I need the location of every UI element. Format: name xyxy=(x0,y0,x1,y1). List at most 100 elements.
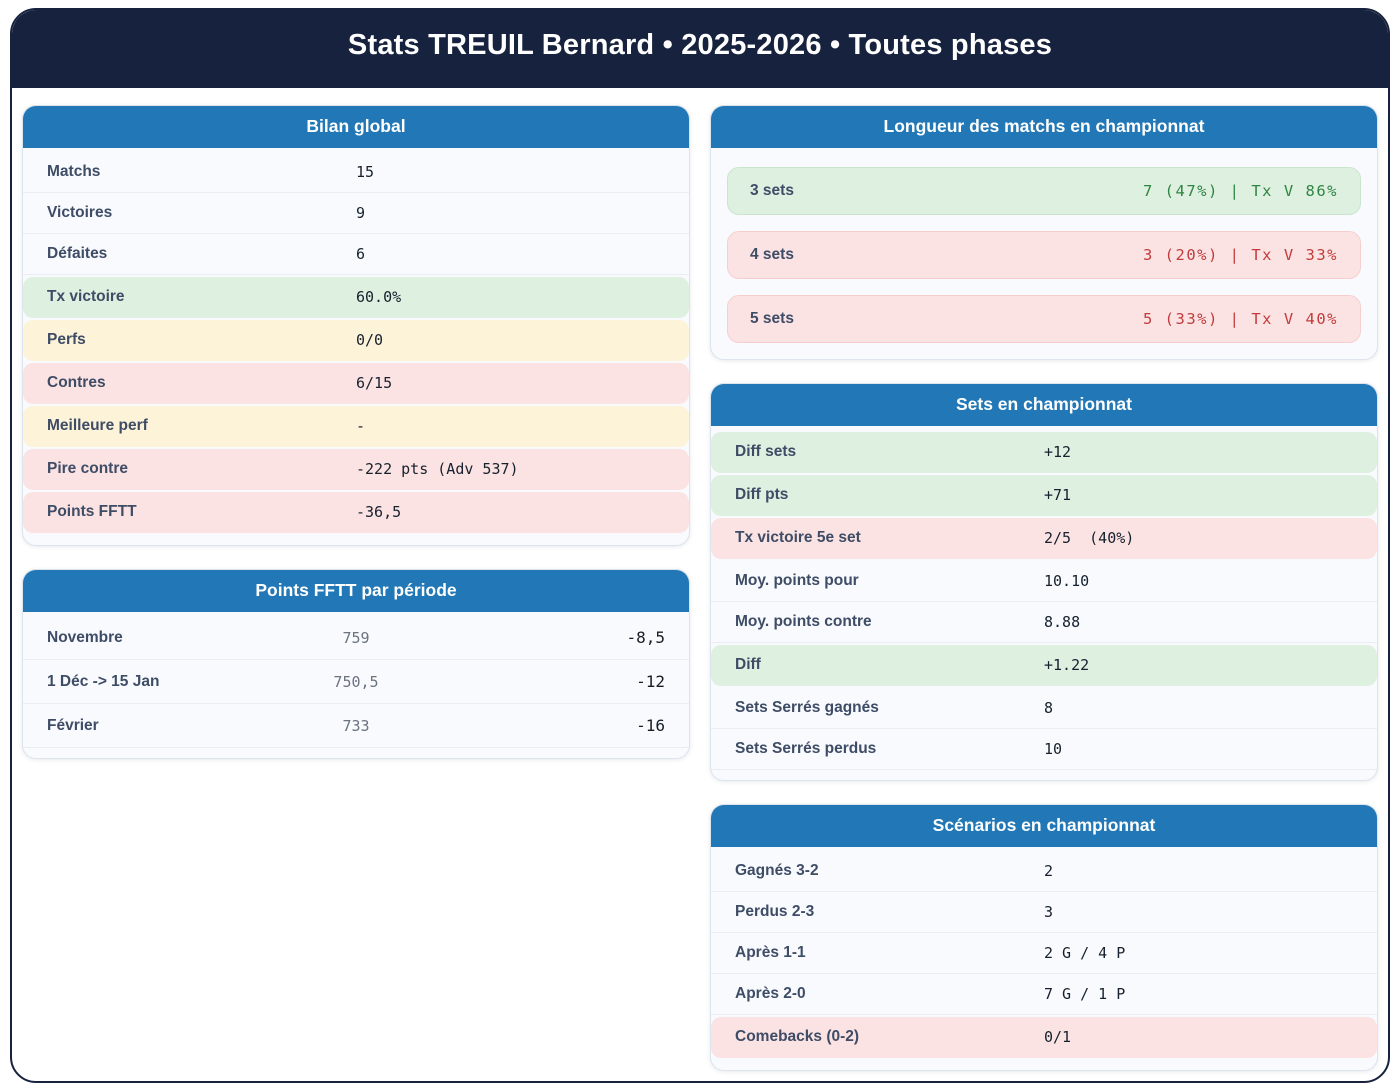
period-label: 1 Déc -> 15 Jan xyxy=(47,672,160,690)
match-length-value: 7 (47%) | Tx V 86% xyxy=(1143,182,1338,200)
stat-value: +12 xyxy=(1044,443,1072,461)
card-body: Matchs 15 Victoires 9 Défaites 6 Tx vict… xyxy=(23,148,689,545)
stat-row: Perdus 2-3 3 xyxy=(711,892,1377,933)
stat-value: -222 pts (Adv 537) xyxy=(356,460,519,478)
match-length-label: 4 sets xyxy=(750,246,794,263)
stat-row: Sets Serrés perdus 10 xyxy=(711,729,1377,770)
stat-row: Après 2-0 7 G / 1 P xyxy=(711,974,1377,1015)
stat-label: Gagnés 3-2 xyxy=(735,862,819,879)
stat-label: Pire contre xyxy=(47,460,128,477)
stat-label: Comebacks (0-2) xyxy=(735,1028,860,1045)
stat-value: 10.10 xyxy=(1044,572,1090,590)
content-area: Bilan global Matchs 15 Victoires 9 Défai… xyxy=(12,88,1388,1071)
stat-value: 8.88 xyxy=(1044,613,1081,631)
period-row: Février 733 -16 xyxy=(23,704,689,748)
stat-value: - xyxy=(356,417,366,435)
stat-label: Après 1-1 xyxy=(735,944,806,961)
stat-label: Contres xyxy=(47,374,106,391)
card-title: Scénarios en championnat xyxy=(711,805,1377,847)
stat-row: Victoires 9 xyxy=(23,193,689,234)
match-length-row: 5 sets 5 (33%) | Tx V 40% xyxy=(727,295,1361,343)
period-points: 759 xyxy=(342,628,370,647)
stat-label: Perfs xyxy=(47,331,86,348)
stat-label: Tx victoire 5e set xyxy=(735,529,861,546)
period-row: 1 Déc -> 15 Jan 750,5 -12 xyxy=(23,660,689,704)
stat-row: Matchs 15 xyxy=(23,152,689,193)
stat-row: Points FFTT -36,5 xyxy=(23,492,689,533)
stat-value: -36,5 xyxy=(356,503,402,521)
card-bilan-global: Bilan global Matchs 15 Victoires 9 Défai… xyxy=(22,105,690,546)
stat-label: Perdus 2-3 xyxy=(735,903,815,920)
card-body: 3 sets 7 (47%) | Tx V 86% 4 sets 3 (20%)… xyxy=(711,148,1377,359)
card-body: Diff sets +12 Diff pts +71 Tx victoire 5… xyxy=(711,426,1377,780)
period-delta: -16 xyxy=(636,716,665,735)
match-length-value: 5 (33%) | Tx V 40% xyxy=(1143,310,1338,328)
stat-value: 6/15 xyxy=(356,374,393,392)
period-label: Novembre xyxy=(47,628,123,646)
stat-row: Défaites 6 xyxy=(23,234,689,275)
period-delta: -8,5 xyxy=(626,628,665,647)
stat-row: Diff +1.22 xyxy=(711,645,1377,686)
page-frame: Stats TREUIL Bernard • 2025-2026 • Toute… xyxy=(10,8,1390,1083)
stat-value: 15 xyxy=(356,163,375,181)
stat-value: 7 G / 1 P xyxy=(1044,985,1126,1003)
card-scenarios-championnat: Scénarios en championnat Gagnés 3-2 2 Pe… xyxy=(710,804,1378,1071)
stat-label: Moy. points pour xyxy=(735,572,859,589)
stat-label: Tx victoire xyxy=(47,288,125,305)
stat-value: 6 xyxy=(356,245,366,263)
stat-label: Victoires xyxy=(47,204,113,221)
stat-value: +71 xyxy=(1044,486,1072,504)
stat-row: Perfs 0/0 xyxy=(23,320,689,361)
period-delta: -12 xyxy=(636,672,665,691)
stat-value: 9 xyxy=(356,204,366,222)
stat-label: Sets Serrés perdus xyxy=(735,740,877,757)
stat-value: 2 G / 4 P xyxy=(1044,944,1126,962)
stat-row: Moy. points pour 10.10 xyxy=(711,561,1377,602)
stat-label: Sets Serrés gagnés xyxy=(735,699,879,716)
page-title: Stats TREUIL Bernard • 2025-2026 • Toute… xyxy=(347,28,1053,61)
stat-label: Meilleure perf xyxy=(47,417,148,434)
match-length-row: 3 sets 7 (47%) | Tx V 86% xyxy=(727,167,1361,215)
stat-value: 10 xyxy=(1044,740,1063,758)
card-title: Longueur des matchs en championnat xyxy=(711,106,1377,148)
match-length-label: 5 sets xyxy=(750,310,794,327)
card-title: Points FFTT par période xyxy=(23,570,689,612)
stat-row: Meilleure perf - xyxy=(23,406,689,447)
stat-label: Diff xyxy=(735,656,761,673)
card-title: Sets en championnat xyxy=(711,384,1377,426)
stat-value: 2 xyxy=(1044,862,1054,880)
card-sets-championnat: Sets en championnat Diff sets +12 Diff p… xyxy=(710,383,1378,781)
card-body: Novembre 759 -8,5 1 Déc -> 15 Jan 750,5 … xyxy=(23,612,689,758)
stat-row: Comebacks (0-2) 0/1 xyxy=(711,1017,1377,1058)
card-longueur-matchs: Longueur des matchs en championnat 3 set… xyxy=(710,105,1378,360)
stat-label: Moy. points contre xyxy=(735,613,872,630)
stat-row: Contres 6/15 xyxy=(23,363,689,404)
match-length-label: 3 sets xyxy=(750,182,794,199)
stat-row: Sets Serrés gagnés 8 xyxy=(711,688,1377,729)
stat-row: Pire contre -222 pts (Adv 537) xyxy=(23,449,689,490)
stat-label: Après 2-0 xyxy=(735,985,806,1002)
stat-value: 2/5 (40%) xyxy=(1044,529,1135,547)
match-length-value: 3 (20%) | Tx V 33% xyxy=(1143,246,1338,264)
period-label: Février xyxy=(47,716,99,734)
stat-label: Diff sets xyxy=(735,443,797,460)
stat-value: 3 xyxy=(1044,903,1054,921)
stat-value: 8 xyxy=(1044,699,1054,717)
stat-label: Diff pts xyxy=(735,486,789,503)
stat-value: 60.0% xyxy=(356,288,402,306)
stat-value: 0/1 xyxy=(1044,1028,1072,1046)
period-points: 750,5 xyxy=(333,672,379,691)
stat-label: Points FFTT xyxy=(47,503,137,520)
stat-row: Tx victoire 60.0% xyxy=(23,277,689,318)
stat-row: Diff sets +12 xyxy=(711,432,1377,473)
stat-row: Moy. points contre 8.88 xyxy=(711,602,1377,643)
stat-value: 0/0 xyxy=(356,331,384,349)
period-points: 733 xyxy=(342,716,370,735)
period-row: Novembre 759 -8,5 xyxy=(23,616,689,660)
card-body: Gagnés 3-2 2 Perdus 2-3 3 Après 1-1 2 G … xyxy=(711,847,1377,1070)
stat-row: Après 1-1 2 G / 4 P xyxy=(711,933,1377,974)
stat-value: +1.22 xyxy=(1044,656,1090,674)
match-length-row: 4 sets 3 (20%) | Tx V 33% xyxy=(727,231,1361,279)
stat-row: Gagnés 3-2 2 xyxy=(711,851,1377,892)
stat-row: Tx victoire 5e set 2/5 (40%) xyxy=(711,518,1377,559)
